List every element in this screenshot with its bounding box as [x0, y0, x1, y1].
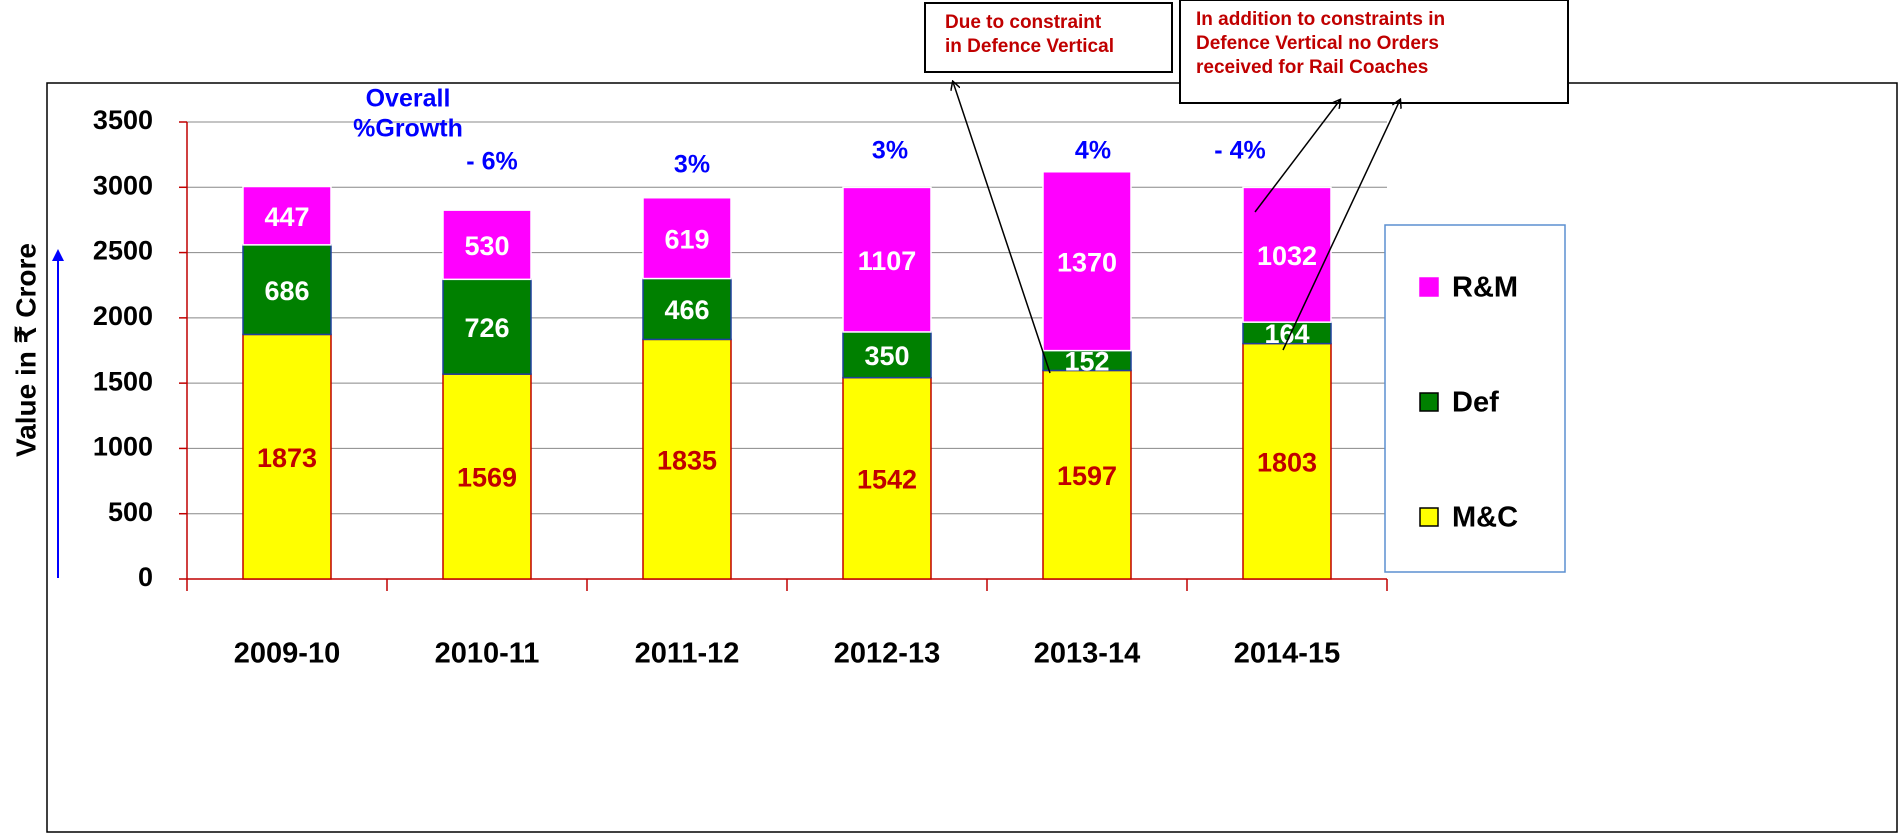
- bar-segment: [242, 244, 332, 336]
- value-label: 619: [664, 224, 709, 254]
- bar-segment: [642, 196, 732, 280]
- value-label: 1597: [1057, 461, 1117, 491]
- value-label: 152: [1064, 347, 1109, 377]
- x-tick-label: 2010-11: [435, 638, 540, 670]
- callout-text: In addition to constraints in: [1196, 9, 1445, 30]
- value-label: 726: [464, 313, 509, 343]
- callout-arrow: [1282, 100, 1400, 351]
- callout-box: [924, 2, 1173, 73]
- callout-arrow: [953, 82, 1051, 374]
- value-label: 164: [1264, 319, 1309, 349]
- legend-swatch: [1419, 392, 1439, 412]
- y-tick-label: 1500: [93, 366, 153, 396]
- bar-segment: [442, 373, 532, 580]
- callout-text: Due to constraint: [945, 12, 1102, 33]
- x-tick-label: 2013-14: [1034, 638, 1140, 670]
- bar-segment: [842, 331, 932, 379]
- growth-label: 4%: [1075, 137, 1111, 165]
- value-label: 466: [664, 295, 709, 325]
- bar-segment: [842, 376, 932, 580]
- growth-heading: %Growth: [353, 115, 463, 143]
- callout-text: in Defence Vertical: [945, 36, 1114, 57]
- legend-label: Def: [1452, 387, 1499, 419]
- x-tick-label: 2014-15: [1234, 638, 1340, 670]
- bar-segment: [242, 333, 332, 580]
- value-label: 1542: [857, 464, 917, 494]
- legend-label: M&C: [1452, 502, 1518, 534]
- value-label: 1032: [1257, 241, 1317, 271]
- value-label: 1803: [1257, 447, 1317, 477]
- chart-frame: [46, 82, 1898, 833]
- growth-label: - 6%: [466, 148, 517, 176]
- legend-label: R&M: [1452, 272, 1518, 304]
- callout-box: [1179, 0, 1569, 104]
- value-label: 1107: [858, 246, 917, 276]
- value-label: 447: [264, 202, 309, 232]
- bar-segment: [442, 278, 532, 375]
- growth-label: - 4%: [1214, 137, 1265, 165]
- callout-text: received for Rail Coaches: [1196, 57, 1428, 78]
- value-label: 1569: [457, 463, 517, 493]
- bar-segment: [242, 185, 332, 246]
- growth-heading: Overall: [366, 85, 451, 113]
- callout-arrow: [1254, 100, 1340, 213]
- bar-segment: [442, 209, 532, 281]
- legend-box: [1384, 224, 1566, 573]
- y-tick-label: 0: [138, 562, 153, 592]
- value-label: 530: [464, 231, 509, 261]
- value-label: 350: [864, 341, 909, 371]
- y-tick-label: 2000: [93, 301, 153, 331]
- bar-segment: [1242, 186, 1332, 323]
- y-tick-label: 3500: [93, 105, 153, 135]
- x-tick-label: 2012-13: [834, 638, 940, 670]
- y-tick-label: 1000: [93, 432, 153, 462]
- y-axis-label: Value in ₹ Crore: [10, 243, 41, 457]
- legend-swatch: [1419, 507, 1439, 527]
- value-label: 1873: [257, 443, 317, 473]
- bar-segment: [1042, 369, 1132, 580]
- value-label: 1370: [1057, 247, 1117, 277]
- value-label: 686: [264, 276, 309, 306]
- bar-segment: [1242, 342, 1332, 580]
- growth-label: 3%: [872, 137, 908, 165]
- bar-segment: [1042, 170, 1132, 352]
- legend-swatch: [1419, 277, 1439, 297]
- callout-text: Defence Vertical no Orders: [1196, 33, 1439, 54]
- bar-segment: [642, 277, 732, 341]
- value-label: 1835: [657, 445, 717, 475]
- bar-segment: [842, 186, 932, 333]
- x-tick-label: 2011-12: [635, 638, 740, 670]
- y-tick-label: 500: [108, 497, 153, 527]
- x-tick-label: 2009-10: [234, 638, 340, 670]
- growth-label: 3%: [674, 151, 710, 179]
- y-tick-label: 2500: [93, 236, 153, 266]
- y-tick-label: 3000: [93, 170, 153, 200]
